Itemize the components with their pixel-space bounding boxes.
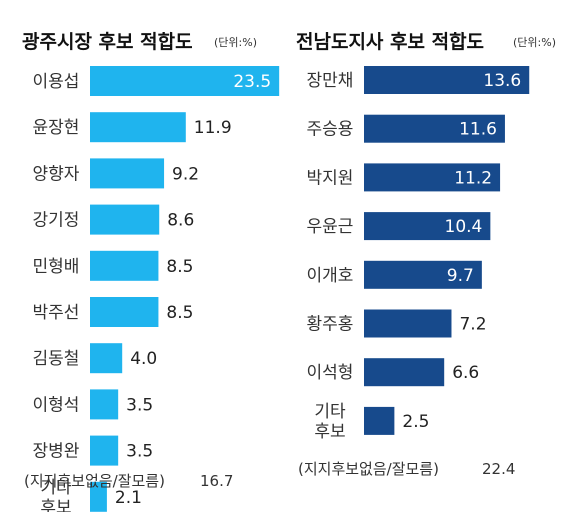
chart2-category-label-8: 기타 후보 (314, 402, 346, 442)
chart1-bar-9 (90, 435, 119, 466)
chart1-value-label-9: 3.5 (126, 442, 153, 462)
chart1-bar-7 (90, 343, 123, 374)
chart1-footnote-label: (지지후보없음/잘모름) (24, 472, 165, 490)
chart2-value-label-5: 9.7 (447, 266, 474, 286)
chart1-category-label-5: 민형배 (33, 257, 80, 277)
chart1-bar-1 (90, 66, 280, 96)
chart2-category-label-6: 황주홍 (307, 315, 354, 335)
chart1-category-label-4: 강기정 (33, 211, 80, 231)
chart2-value-label-3: 11.2 (454, 168, 492, 188)
chart1-value-label-7: 4.0 (130, 349, 157, 369)
chart1-value-label-3: 9.2 (172, 164, 199, 184)
chart1-category-label-9: 장병완 (33, 442, 80, 462)
chart1-category-label-10: 기타 후보 (40, 478, 72, 512)
chart1-value-label-1: 23.5 (233, 72, 271, 92)
chart2-category-label-4: 우윤근 (307, 217, 354, 237)
chart2-title: 전남도지사 후보 적합도 (296, 31, 484, 53)
chart1-bar-2 (90, 112, 186, 143)
chart1-footnote-value: 16.7 (200, 472, 233, 490)
chart2-category-label-2: 주승용 (307, 120, 354, 140)
chart1-unit-label: (단위:%) (214, 36, 257, 49)
chart2-footnote-label: (지지후보없음/잘모름) (298, 460, 439, 478)
chart2-bar-5 (364, 260, 482, 289)
chart2-footnote-value: 22.4 (482, 460, 515, 478)
chart2-bar-2 (364, 114, 505, 143)
chart2-value-label-4: 10.4 (445, 217, 483, 237)
chart1-category-label-7: 김동철 (33, 349, 80, 369)
chart1-category-label-1: 이용섭 (33, 72, 80, 92)
chart2-category-label-7: 이석형 (307, 363, 354, 383)
chart1-value-label-4: 8.6 (167, 211, 194, 231)
chart1-category-label-8: 이형석 (33, 395, 80, 415)
chart1-bar-10 (90, 481, 107, 512)
chart1-bar-4 (90, 204, 160, 235)
chart2-bar-3 (364, 163, 501, 192)
chart1-bar-8 (90, 389, 119, 420)
chart2-value-label-1: 13.6 (483, 71, 521, 91)
chart2-unit-label: (단위:%) (513, 36, 556, 49)
chart2-value-label-6: 7.2 (459, 315, 486, 335)
chart1-value-label-6: 8.5 (166, 303, 193, 323)
chart2-bar-7 (364, 358, 445, 387)
chart2-bar-8 (364, 406, 395, 435)
chart1-value-label-5: 8.5 (166, 257, 193, 277)
chart2-bar-4 (364, 212, 491, 241)
chart2-category-label-1: 장만채 (307, 71, 354, 91)
chart1-bar-5 (90, 250, 159, 281)
chart2-bar-6 (364, 309, 452, 338)
chart1-value-label-8: 3.5 (126, 395, 153, 415)
chart2-category-label-5: 이개호 (307, 266, 354, 286)
chart1-category-label-3: 양향자 (33, 164, 80, 184)
chart2-value-label-2: 11.6 (459, 120, 497, 140)
chart2-category-label-3: 박지원 (307, 168, 354, 188)
chart1-value-label-2: 11.9 (194, 118, 232, 138)
chart2-value-label-8: 2.5 (402, 412, 429, 432)
chart1-bar-3 (90, 158, 165, 189)
chart2-bar-1 (364, 66, 530, 94)
chart1-category-label-6: 박주선 (33, 303, 80, 323)
chart1-value-label-10: 2.1 (115, 488, 142, 508)
chart1-title: 광주시장 후보 적합도 (22, 31, 193, 53)
chart1-bar-6 (90, 297, 159, 327)
chart1-category-label-2: 윤장현 (33, 118, 80, 138)
chart2-value-label-7: 6.6 (452, 363, 479, 383)
